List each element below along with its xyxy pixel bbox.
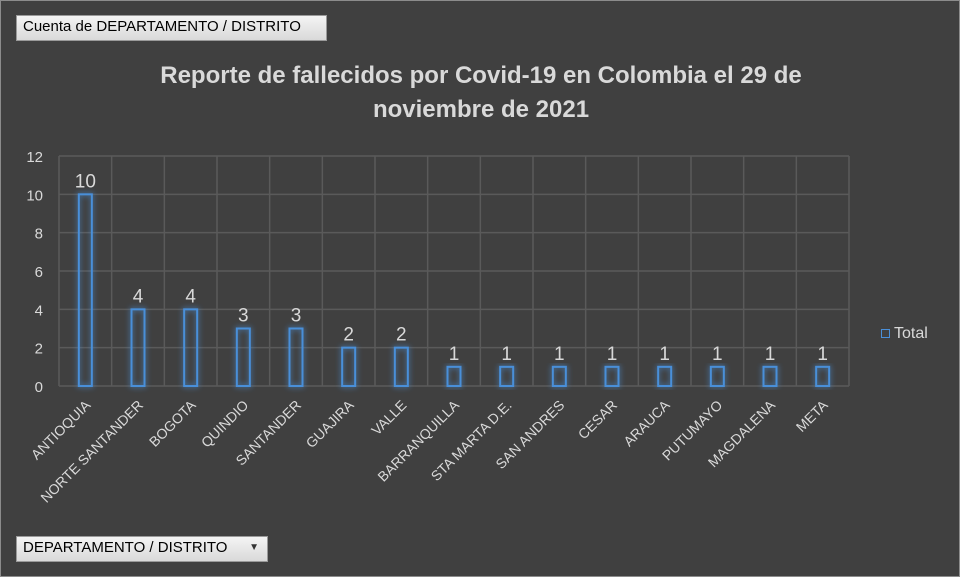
data-label: 1	[449, 344, 460, 365]
x-tick-label: BOGOTA	[146, 396, 199, 449]
x-tick-label: META	[793, 396, 832, 435]
data-label: 4	[133, 286, 144, 307]
y-tick-label: 12	[26, 149, 43, 166]
x-tick-label: GUAJIRA	[303, 396, 358, 451]
bar	[657, 365, 673, 388]
x-tick-label: VALLE	[368, 397, 409, 438]
x-tick-label: ARAUCA	[620, 396, 673, 449]
x-tick-label: NORTE SANTANDER	[37, 397, 146, 506]
data-label: 3	[238, 306, 249, 327]
data-label: 4	[185, 286, 196, 307]
data-label: 1	[817, 344, 828, 365]
bar	[130, 308, 146, 388]
bar	[341, 346, 357, 387]
data-label: 1	[712, 344, 723, 365]
bar	[393, 346, 409, 387]
x-tick-label: CESAR	[575, 397, 620, 442]
chevron-down-icon[interactable]: ▼	[249, 542, 259, 553]
bar	[499, 365, 515, 388]
data-label: 1	[765, 344, 776, 365]
bar	[815, 365, 831, 388]
y-tick-label: 8	[35, 226, 43, 243]
bar	[604, 365, 620, 388]
chart-title-line2: noviembre de 2021	[372, 96, 590, 123]
bar	[288, 327, 304, 387]
data-label: 10	[75, 171, 96, 192]
axis-field-dropdown[interactable]: DEPARTAMENTO / DISTRITO ▼	[16, 536, 268, 562]
data-label: 1	[501, 344, 512, 365]
y-tick-label: 4	[35, 302, 43, 319]
legend-label: Total	[894, 325, 928, 342]
bar	[551, 365, 567, 388]
chart-title: Reporte de fallecidos por Covid-19 en Co…	[101, 59, 861, 127]
data-label: 1	[554, 344, 565, 365]
bar	[77, 193, 93, 387]
data-label: 1	[659, 344, 670, 365]
data-label: 2	[396, 325, 407, 346]
bar	[235, 327, 251, 387]
legend: Total	[881, 325, 928, 343]
legend-swatch-icon	[881, 329, 890, 339]
bar	[446, 365, 462, 388]
y-tick-label: 2	[35, 341, 43, 358]
axis-field-label: DEPARTAMENTO / DISTRITO	[23, 539, 228, 556]
bar	[762, 365, 778, 388]
bar	[709, 365, 725, 388]
report-filter-button[interactable]: Cuenta de DEPARTAMENTO / DISTRITO	[16, 15, 327, 41]
data-label: 1	[607, 344, 618, 365]
y-tick-label: 0	[35, 379, 43, 396]
bar	[183, 308, 199, 388]
chart-title-line1: Reporte de fallecidos por Covid-19 en Co…	[160, 62, 802, 89]
data-label: 3	[291, 306, 302, 327]
x-tick-label: QUINDIO	[198, 397, 252, 451]
y-tick-label: 10	[26, 187, 43, 204]
data-label: 2	[343, 325, 354, 346]
y-tick-label: 6	[35, 264, 43, 281]
